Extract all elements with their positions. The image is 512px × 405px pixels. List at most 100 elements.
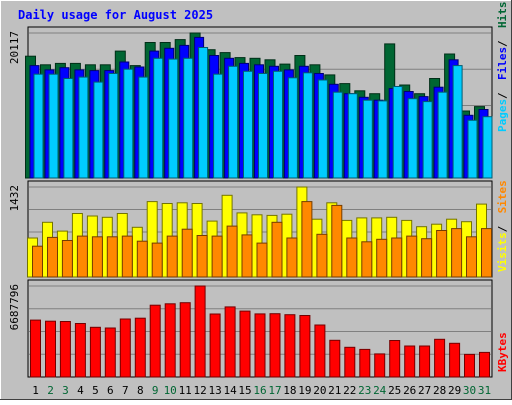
bar-kbytes-day-12 — [194, 285, 206, 378]
x-tick-label: 29 — [448, 384, 461, 397]
panel-visits_sites: 1432 Visits / Sites — [8, 180, 509, 278]
bar-pages-day-3 — [63, 78, 74, 179]
bar-pages-day-17 — [273, 70, 283, 179]
bar-kbytes-day-1 — [30, 319, 41, 378]
x-tick-label: 27 — [418, 384, 431, 397]
bar-sites-day-19 — [301, 201, 313, 278]
bar-pages-day-4 — [78, 76, 89, 179]
bar-sites-day-3 — [61, 240, 73, 278]
bar-kbytes-day-24 — [374, 353, 386, 378]
bar-sites-day-30 — [466, 236, 477, 278]
bar-kbytes-day-9 — [149, 304, 161, 378]
bar-pages-day-27 — [422, 101, 433, 179]
bar-kbytes-day-18 — [284, 314, 296, 378]
bar-pages-day-5 — [93, 81, 104, 179]
x-tick-label: 16 — [253, 384, 266, 397]
bar-kbytes-day-4 — [74, 323, 86, 378]
bar-kbytes-day-25 — [389, 340, 401, 378]
x-tick-label: 8 — [137, 384, 144, 397]
bar-pages-day-25 — [392, 86, 403, 179]
x-tick-label: 19 — [298, 384, 311, 397]
x-tick-label: 15 — [238, 384, 251, 397]
x-tick-label: 13 — [208, 384, 221, 397]
x-tick-label: 9 — [152, 384, 159, 397]
x-tick-label: 5 — [92, 384, 99, 397]
bar-pages-day-30 — [467, 119, 478, 179]
legend-sites: Sites — [496, 180, 509, 213]
bar-sites-day-2 — [47, 236, 58, 278]
bar-pages-day-21 — [332, 91, 343, 179]
legend-pages: Pages — [496, 99, 509, 132]
bar-kbytes-day-28 — [434, 338, 446, 378]
bar-pages-day-24 — [377, 100, 388, 179]
series-kbytes — [30, 285, 490, 378]
x-tick-label: 25 — [388, 384, 401, 397]
bar-sites-day-14 — [226, 225, 238, 278]
x-tick-label: 18 — [283, 384, 296, 397]
chart-panels: 20117 Pages / Files / Hits 1432 Visits / Si… — [8, 2, 509, 378]
x-tick-label: 4 — [77, 384, 84, 397]
panel-kbytes: 6687796 KBytes — [8, 279, 509, 378]
bar-sites-day-25 — [391, 237, 403, 278]
bar-pages-day-18 — [287, 77, 298, 179]
x-tick-label: 6 — [107, 384, 114, 397]
bar-pages-day-19 — [302, 72, 313, 179]
bar-kbytes-day-26 — [404, 345, 416, 378]
x-tick-label: 2 — [47, 384, 54, 397]
x-tick-label: 3 — [62, 384, 69, 397]
bar-kbytes-day-22 — [344, 346, 356, 378]
x-tick-label: 28 — [433, 384, 446, 397]
bar-kbytes-day-3 — [59, 321, 71, 378]
legend-hits: Hits — [496, 2, 509, 29]
bar-kbytes-day-15 — [239, 310, 251, 378]
legend-separator: / — [496, 92, 509, 99]
x-tick-label: 7 — [122, 384, 129, 397]
bar-sites-day-20 — [316, 233, 328, 278]
bar-sites-day-23 — [361, 241, 373, 278]
bar-kbytes-day-13 — [209, 313, 221, 378]
bar-kbytes-day-11 — [179, 302, 191, 378]
bar-kbytes-day-7 — [119, 318, 131, 378]
panel-legend: Pages / Files / Hits — [496, 2, 509, 133]
bar-kbytes-day-2 — [45, 320, 56, 378]
x-tick-label: 24 — [373, 384, 387, 397]
bar-sites-day-28 — [436, 230, 448, 278]
x-tick-label: 12 — [193, 384, 206, 397]
x-tick-label: 23 — [358, 384, 371, 397]
bar-pages-day-2 — [48, 73, 59, 179]
panel-legend: Visits / Sites — [496, 180, 509, 272]
bar-kbytes-day-16 — [254, 313, 266, 378]
bar-pages-day-6 — [108, 73, 119, 179]
bar-sites-day-17 — [271, 221, 283, 278]
panel-hits_files_pages: 20117 Pages / Files / Hits — [8, 2, 509, 179]
bar-sites-day-8 — [136, 240, 148, 278]
bar-pages-day-23 — [362, 99, 373, 179]
bar-sites-day-1 — [32, 245, 43, 278]
bar-kbytes-day-31 — [479, 351, 490, 378]
x-tick-label: 10 — [164, 384, 177, 397]
bar-kbytes-day-8 — [134, 317, 146, 378]
bar-pages-day-31 — [482, 116, 493, 179]
bar-sites-day-6 — [106, 236, 118, 278]
bar-sites-day-12 — [196, 235, 208, 278]
bar-kbytes-day-5 — [89, 326, 101, 378]
bar-pages-day-8 — [138, 76, 149, 179]
x-tick-label: 31 — [478, 384, 491, 397]
bar-kbytes-day-10 — [164, 303, 176, 378]
x-tick-label: 1 — [32, 384, 39, 397]
bar-kbytes-day-21 — [329, 339, 341, 378]
x-tick-label: 14 — [223, 384, 237, 397]
x-tick-label: 20 — [313, 384, 326, 397]
panel-max-label: 20117 — [8, 31, 21, 64]
bar-sites-day-26 — [406, 235, 418, 278]
bar-sites-day-18 — [286, 237, 298, 278]
bar-pages-day-14 — [228, 65, 239, 179]
bar-pages-day-29 — [452, 65, 463, 179]
panel-max-label: 1432 — [8, 185, 21, 212]
bar-pages-day-1 — [33, 73, 44, 179]
series-sites — [32, 201, 492, 278]
x-tick-label: 26 — [403, 384, 416, 397]
chart-title: Daily usage for August 2025 — [18, 8, 213, 22]
